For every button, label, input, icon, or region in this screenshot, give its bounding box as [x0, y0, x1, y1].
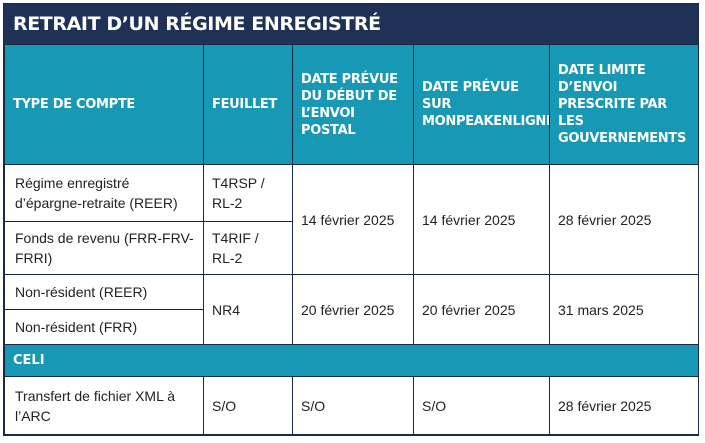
cell-slip-frr: T4RIF / RL-2 — [203, 221, 293, 275]
cell-account-nr-frr: Non-résident (FRR) — [4, 309, 204, 345]
cell-online-date-xml: S/O — [413, 376, 550, 435]
table-title: RETRAIT D’UN RÉGIME ENREGISTRÉ — [4, 4, 698, 44]
table-row-frr: Fonds de revenu (FRR-FRV-FRRI) T4RIF / R… — [4, 221, 699, 275]
cell-slip-group2: NR4 — [203, 274, 293, 345]
header-deadline: DATE LIMITE D’ENVOI PRESCRITE PAR LES GO… — [549, 44, 699, 165]
table-row-xml: Transfert de fichier XML à l’ARC S/O S/O… — [4, 376, 699, 435]
header-account-type: TYPE DE COMPTE — [4, 44, 204, 165]
header-row: TYPE DE COMPTE FEUILLET DATE PRÉVUE DU D… — [4, 44, 699, 165]
cell-online-date-group2: 20 février 2025 — [413, 274, 550, 345]
cell-account-nr-reer: Non-résident (REER) — [4, 274, 204, 310]
cell-mail-date-xml: S/O — [292, 376, 414, 435]
cell-deadline-group1: 28 février 2025 — [549, 164, 699, 275]
cell-account-frr: Fonds de revenu (FRR-FRV-FRRI) — [4, 221, 204, 275]
table-row-nr-frr: Non-résident (FRR) — [4, 309, 699, 345]
cell-slip-reer: T4RSP / RL-2 — [203, 164, 293, 222]
cell-slip-xml: S/O — [203, 376, 293, 435]
table-row-nr-reer: Non-résident (REER) NR4 20 février 2025 … — [4, 274, 699, 345]
section-row-celi: CELI — [4, 344, 699, 377]
header-mail-date: DATE PRÉVUE DU DÉBUT DE L’ENVOI POSTAL — [292, 44, 414, 165]
table-row-reer: Régime enregistré d’épargne-retraite (RE… — [4, 164, 699, 275]
section-celi-label: CELI — [4, 344, 699, 377]
header-online-date: DATE PRÉVUE SUR MONPEAKENLIGNE — [413, 44, 550, 165]
header-slip: FEUILLET — [203, 44, 293, 165]
cell-mail-date-group2: 20 février 2025 — [292, 274, 414, 345]
cell-deadline-xml: 28 février 2025 — [549, 376, 699, 435]
cell-account-xml: Transfert de fichier XML à l’ARC — [4, 376, 204, 435]
cell-account-reer: Régime enregistré d’épargne-retraite (RE… — [4, 164, 204, 222]
cell-online-date-group1: 14 février 2025 — [413, 164, 550, 275]
withdrawal-dates-table: TYPE DE COMPTE FEUILLET DATE PRÉVUE DU D… — [4, 44, 699, 435]
cell-mail-date-group1: 14 février 2025 — [292, 164, 414, 275]
cell-deadline-group2: 31 mars 2025 — [549, 274, 699, 345]
withdrawal-table-card: RETRAIT D’UN RÉGIME ENREGISTRÉ TYPE DE C… — [3, 3, 699, 436]
